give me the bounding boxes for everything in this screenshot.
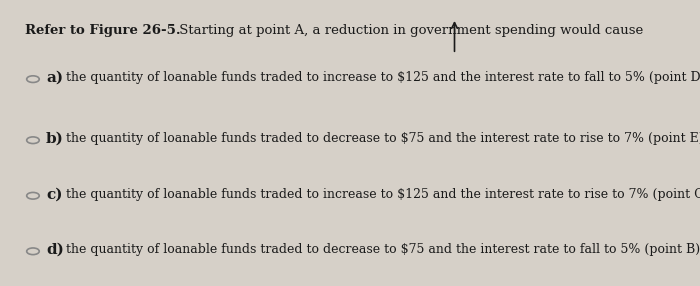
- Text: Starting at point A, a reduction in government spending would cause: Starting at point A, a reduction in gove…: [175, 24, 643, 37]
- Text: the quantity of loanable funds traded to decrease to $75 and the interest rate t: the quantity of loanable funds traded to…: [66, 243, 700, 257]
- Text: c): c): [46, 187, 62, 201]
- Text: Refer to Figure 26-5.: Refer to Figure 26-5.: [25, 24, 181, 37]
- Text: the quantity of loanable funds traded to increase to $125 and the interest rate : the quantity of loanable funds traded to…: [66, 188, 700, 201]
- Text: b): b): [46, 132, 64, 146]
- Text: a): a): [46, 71, 63, 85]
- Text: the quantity of loanable funds traded to decrease to $75 and the interest rate t: the quantity of loanable funds traded to…: [66, 132, 700, 145]
- Text: the quantity of loanable funds traded to increase to $125 and the interest rate : the quantity of loanable funds traded to…: [66, 71, 700, 84]
- Text: d): d): [46, 243, 64, 257]
